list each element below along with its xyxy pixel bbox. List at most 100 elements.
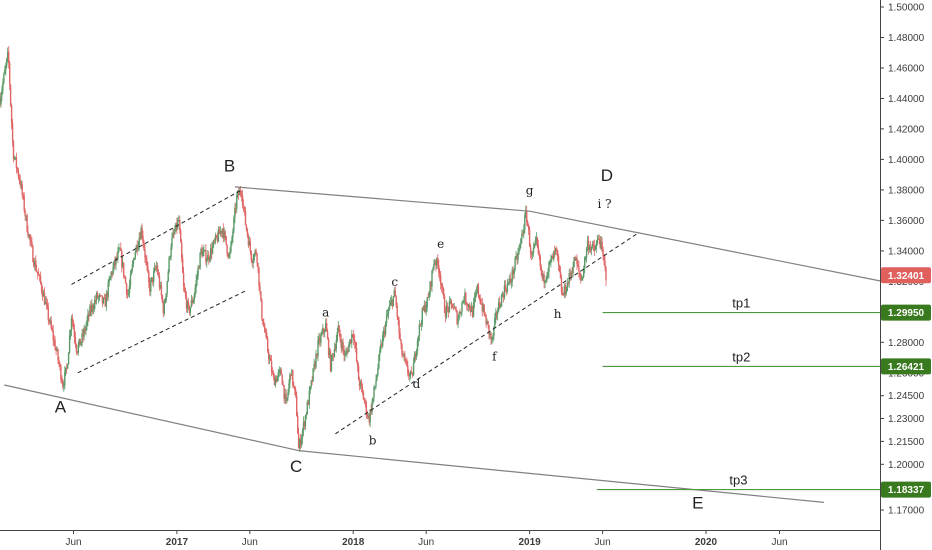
candle-body	[563, 285, 566, 295]
candle-body	[150, 280, 152, 292]
candle-body	[267, 338, 269, 352]
candle-body	[124, 277, 127, 284]
candle-body	[551, 255, 553, 259]
candle-body	[239, 190, 242, 194]
candle-body	[27, 231, 29, 237]
candle-body	[37, 271, 39, 274]
candle-body	[468, 304, 470, 307]
candle-body	[133, 258, 135, 260]
candle-body	[516, 255, 518, 260]
candle-body	[159, 285, 162, 288]
candle-body	[216, 237, 219, 242]
candle-body	[240, 193, 243, 196]
candle-body	[230, 241, 232, 252]
candle-body	[348, 344, 350, 352]
candle-body	[305, 414, 308, 416]
candle-body	[264, 326, 266, 333]
candle-body	[454, 307, 456, 309]
candle-body	[118, 248, 120, 252]
candle-body	[434, 261, 436, 265]
price-tick-label: 1.50000	[888, 3, 925, 14]
candle-body	[460, 311, 462, 314]
candle-body	[73, 328, 76, 338]
candle-body	[237, 191, 239, 195]
candle-body	[382, 335, 384, 346]
candle-body	[311, 380, 313, 382]
candle-body	[504, 285, 507, 290]
candle-body	[288, 383, 290, 393]
candle-body	[65, 367, 67, 372]
price-tick-label: 1.40000	[888, 155, 925, 166]
candle-body	[547, 272, 549, 276]
price-tick-label: 1.46000	[888, 64, 925, 75]
candle-body	[257, 263, 259, 268]
candle-body	[477, 284, 480, 296]
candle-body	[75, 344, 78, 352]
candle-body	[152, 277, 154, 283]
candle-body	[469, 304, 471, 310]
price-tick-label: 1.44000	[888, 94, 925, 105]
candle-body	[147, 266, 149, 272]
price-tick-label: 1.20000	[888, 460, 925, 471]
time-axis[interactable]: Jun 2017 Jun 2018 Jun 2019 Jun 2020 Jun	[65, 530, 788, 548]
candle-body	[598, 238, 600, 240]
triangle-boundary-line	[529, 210, 883, 282]
candle-body	[292, 370, 294, 386]
candle-body	[170, 246, 172, 257]
candle-body	[284, 393, 286, 399]
candle-body	[53, 340, 55, 341]
candle-body	[426, 297, 428, 308]
candle-body	[412, 373, 414, 376]
price-tick-label: 1.48000	[888, 33, 925, 44]
candle-body	[565, 291, 567, 294]
candle-body	[601, 241, 603, 249]
candle-body	[445, 305, 448, 318]
candle-body	[582, 276, 584, 279]
candle-body	[155, 265, 158, 269]
candle-body	[534, 240, 537, 245]
candle-body	[300, 438, 303, 446]
candle-body	[206, 260, 208, 263]
candle-body	[3, 73, 5, 83]
candle-body	[144, 249, 146, 258]
candle-body	[482, 304, 484, 312]
candle-body	[235, 208, 237, 209]
candle-body	[117, 251, 119, 259]
candle-body	[20, 184, 22, 186]
price-tick-label: 1.24500	[888, 391, 925, 402]
candle-body	[79, 338, 81, 346]
candle-body	[378, 355, 380, 369]
candle-body	[489, 332, 491, 335]
candle-body	[479, 298, 481, 304]
candle-body	[55, 349, 57, 351]
candle-body	[112, 267, 114, 275]
candle-body	[431, 270, 433, 287]
target-price-tag-tp3-bg	[881, 481, 931, 498]
candle-body	[161, 295, 164, 302]
candle-body	[539, 256, 541, 267]
time-tick-label: Jun	[595, 537, 611, 548]
candle-body	[239, 190, 241, 196]
target-label-tp1: tp1	[732, 296, 750, 311]
candle-body	[285, 393, 287, 401]
candle-body	[583, 268, 585, 277]
candle-body	[51, 327, 53, 331]
candle-body	[415, 351, 418, 358]
trendlines	[4, 186, 883, 503]
candle-body	[344, 355, 346, 356]
candle-body	[522, 233, 524, 235]
candle-body	[365, 401, 367, 415]
candle-body	[119, 248, 121, 249]
candle-body	[137, 245, 139, 250]
candle-body	[341, 342, 343, 348]
candle-body	[109, 277, 111, 280]
candle-body	[31, 241, 33, 247]
candle-body	[319, 337, 321, 343]
candle-body	[87, 314, 89, 321]
candle-body	[595, 243, 597, 249]
candle-body	[220, 231, 222, 234]
candle-body	[517, 252, 519, 260]
candle-body	[377, 368, 379, 376]
candle-body	[163, 302, 165, 314]
candle-body	[470, 306, 473, 312]
